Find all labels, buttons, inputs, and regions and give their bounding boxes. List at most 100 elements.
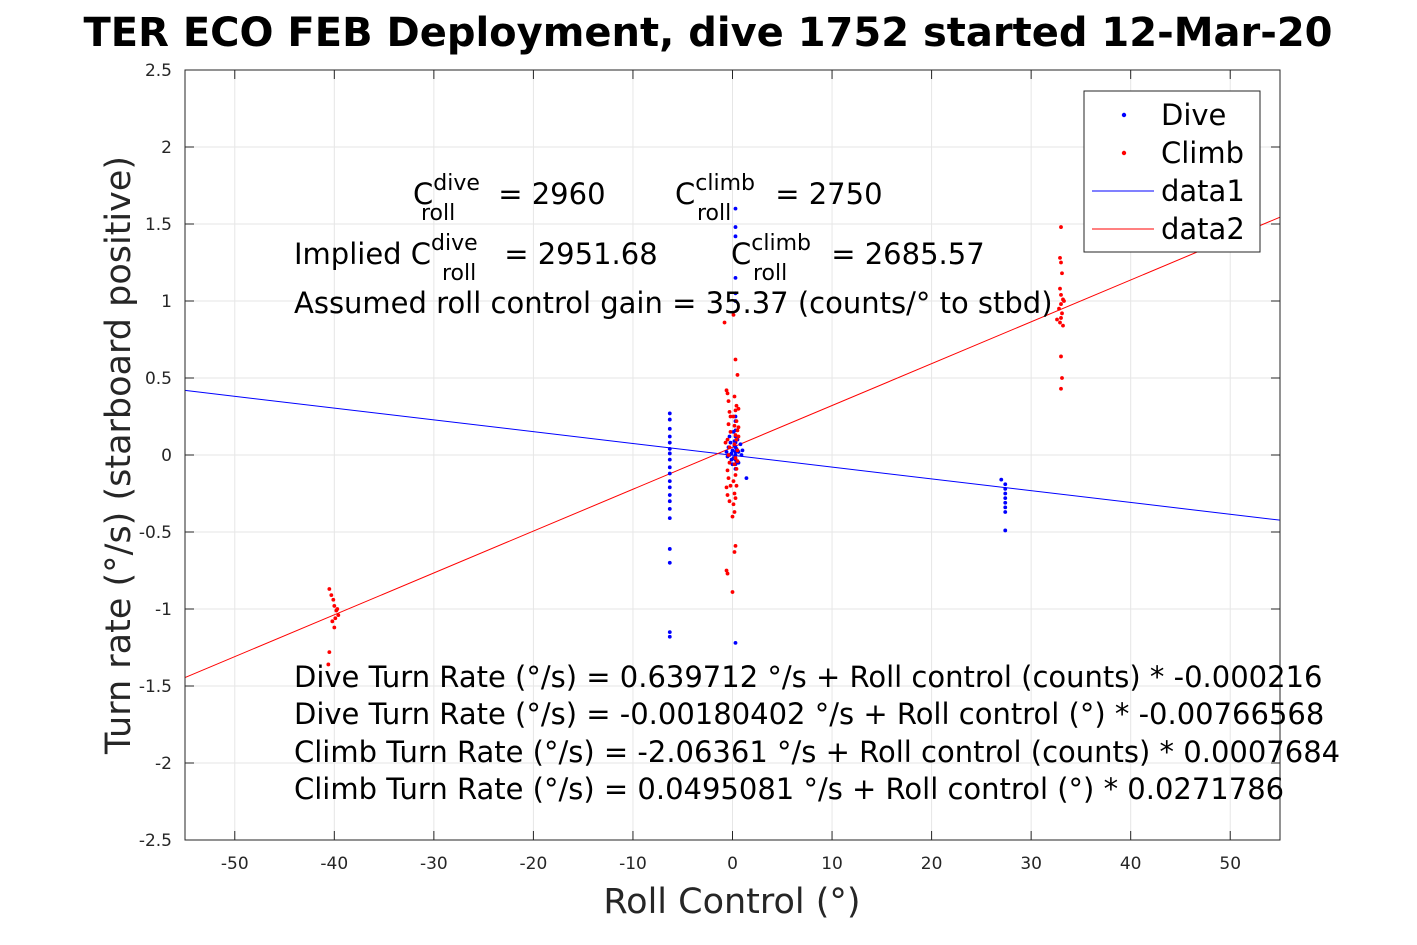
implied-dive-annotation: Implied Cdive roll = 2951.68 (294, 231, 658, 286)
dive-eq-counts: Dive Turn Rate (°/s) = 0.639712 °/s + Ro… (294, 660, 1322, 694)
climb-point (734, 437, 739, 442)
y-tick-label: 2 (161, 138, 172, 158)
climb-point (1060, 376, 1064, 380)
climb-point (733, 456, 738, 460)
y-tick-label: -2.5 (139, 831, 172, 851)
dive-point (729, 451, 734, 456)
climb-point (726, 399, 731, 403)
climb-point (732, 550, 737, 554)
climb-point (1059, 292, 1063, 297)
climb-point (327, 650, 332, 655)
dive-point (733, 206, 738, 211)
x-tick-label: -50 (221, 854, 249, 874)
implied-climb-annotation: Cclimb roll = 2685.57 (731, 231, 985, 286)
x-tick-label: 50 (1219, 854, 1241, 874)
dive-point (733, 234, 738, 239)
climb-point (735, 448, 740, 453)
climb-eq-degrees: Climb Turn Rate (°/s) = 0.0495081 °/s + … (294, 772, 1284, 806)
climb-point (732, 423, 737, 428)
climb-point (725, 391, 730, 396)
climb-point (732, 442, 737, 447)
data-points (326, 206, 1066, 667)
implied-climb-sup: climb (751, 231, 811, 256)
dive-point (667, 465, 672, 470)
dive-point (1003, 486, 1008, 491)
climb-point (727, 409, 732, 414)
climb-point (332, 604, 337, 608)
dive-point (1003, 528, 1008, 533)
climb-point (736, 434, 741, 439)
dive-point (733, 640, 738, 645)
y-tick-label: -2 (155, 754, 172, 774)
dive-point (733, 225, 738, 229)
climb-point (722, 320, 727, 325)
dive-point (740, 448, 745, 453)
x-tick-label: 10 (821, 854, 843, 874)
climb-point (735, 428, 740, 433)
c-dive-value: = 2960 (489, 177, 606, 211)
dive-point (731, 430, 736, 434)
dive-point (667, 516, 672, 521)
dive-point (667, 507, 672, 511)
fit-lines (184, 216, 1281, 679)
dive-point (733, 291, 738, 296)
dive-point (724, 450, 729, 454)
dive-point (744, 476, 749, 480)
c-climb-value: = 2750 (766, 177, 883, 211)
climb-point (336, 613, 341, 618)
climb-point (727, 460, 732, 465)
climb-point (730, 590, 735, 594)
y-tick-label: -1.5 (139, 677, 172, 697)
climb-point (725, 493, 730, 497)
climb-point (1058, 320, 1062, 325)
implied-dive-sub: roll (442, 261, 476, 286)
dive-point (667, 479, 672, 484)
dive-point (733, 276, 738, 280)
climb-point (1059, 225, 1063, 229)
climb-point (727, 499, 732, 504)
dive-point (733, 453, 738, 457)
legend-data2-label: data2 (1161, 212, 1245, 246)
climb-point (335, 607, 340, 611)
legend-dive-marker (1121, 112, 1127, 118)
climb-point (731, 312, 736, 317)
chart-title: TER ECO FEB Deployment, dive 1752 starte… (83, 10, 1332, 56)
climb-point (724, 568, 729, 573)
climb-point (1061, 323, 1065, 328)
climb-point (726, 422, 731, 427)
climb-point (733, 433, 738, 437)
climb-point (726, 476, 731, 480)
fit-line-data1 (184, 389, 1281, 521)
climb-point (732, 394, 737, 399)
dive-point (733, 299, 738, 303)
legend-box (1083, 90, 1261, 253)
legend-data1-label: data1 (1161, 174, 1245, 208)
climb-point (1059, 302, 1063, 306)
implied-dive-value: = 2951.68 (495, 237, 658, 271)
dive-point (727, 434, 732, 439)
climb-point (724, 485, 729, 490)
x-tick-label: 40 (1120, 854, 1142, 874)
dive-point (667, 451, 672, 456)
legend: Dive Climb data1 data2 (1083, 90, 1261, 253)
climb-point (726, 453, 731, 457)
dive-point (667, 547, 672, 551)
x-tick-label: -30 (420, 854, 448, 874)
climb-point (731, 502, 736, 507)
climb-point (1055, 317, 1059, 322)
dive-point (667, 471, 672, 476)
climb-point (733, 408, 738, 413)
climb-point (1059, 260, 1063, 265)
climb-point (728, 430, 733, 434)
climb-point (734, 419, 739, 424)
climb-point (725, 571, 730, 576)
legend-dive-label: Dive (1161, 98, 1226, 132)
climb-point (732, 510, 737, 514)
y-tick-label: -0.5 (139, 523, 172, 543)
fit-line-data2 (184, 216, 1281, 679)
dive-point (667, 417, 672, 422)
dive-point (739, 453, 744, 457)
dive-point (738, 442, 743, 447)
climb-point (1058, 286, 1062, 291)
